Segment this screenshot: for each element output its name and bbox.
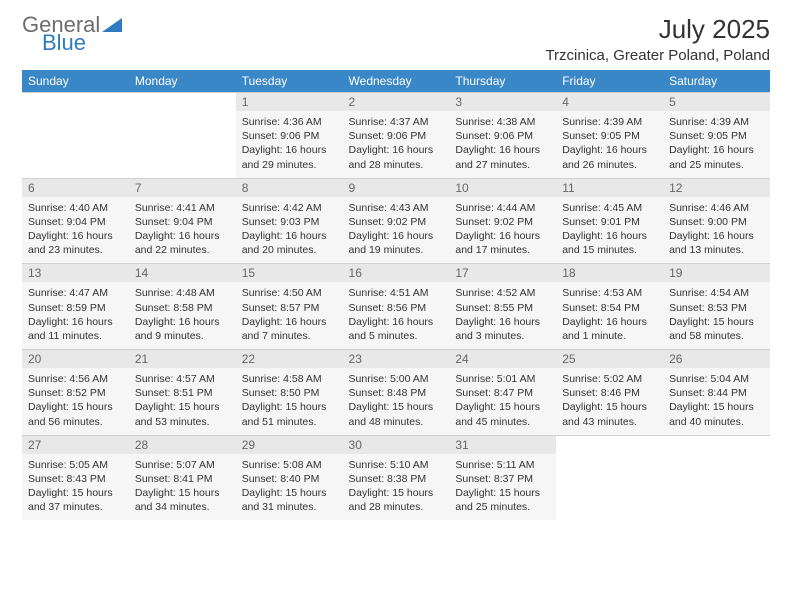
day-content-cell (556, 454, 663, 521)
day-content-cell (22, 111, 129, 178)
day-number-cell: 31 (449, 435, 556, 454)
weekday-header-row: SundayMondayTuesdayWednesdayThursdayFrid… (22, 70, 770, 93)
day-content-row: Sunrise: 4:47 AMSunset: 8:59 PMDaylight:… (22, 282, 770, 349)
day-content-cell: Sunrise: 5:00 AMSunset: 8:48 PMDaylight:… (343, 368, 450, 435)
day-content-cell: Sunrise: 4:43 AMSunset: 9:02 PMDaylight:… (343, 197, 450, 264)
day-content-row: Sunrise: 4:36 AMSunset: 9:06 PMDaylight:… (22, 111, 770, 178)
day-number-cell: 27 (22, 435, 129, 454)
day-number-cell: 4 (556, 93, 663, 112)
day-number-row: 6789101112 (22, 178, 770, 197)
day-number-cell: 12 (663, 178, 770, 197)
day-number-cell: 22 (236, 350, 343, 369)
title-block: July 2025 Trzcinica, Greater Poland, Pol… (545, 14, 770, 64)
day-content-cell: Sunrise: 4:39 AMSunset: 9:05 PMDaylight:… (556, 111, 663, 178)
day-number-cell: 23 (343, 350, 450, 369)
day-number-cell: 19 (663, 264, 770, 283)
day-number-cell: 29 (236, 435, 343, 454)
day-content-cell: Sunrise: 4:51 AMSunset: 8:56 PMDaylight:… (343, 282, 450, 349)
day-content-cell: Sunrise: 4:54 AMSunset: 8:53 PMDaylight:… (663, 282, 770, 349)
day-number-cell: 15 (236, 264, 343, 283)
day-content-cell: Sunrise: 4:52 AMSunset: 8:55 PMDaylight:… (449, 282, 556, 349)
day-content-cell: Sunrise: 4:45 AMSunset: 9:01 PMDaylight:… (556, 197, 663, 264)
day-content-row: Sunrise: 4:40 AMSunset: 9:04 PMDaylight:… (22, 197, 770, 264)
day-number-cell: 9 (343, 178, 450, 197)
day-content-cell: Sunrise: 5:04 AMSunset: 8:44 PMDaylight:… (663, 368, 770, 435)
day-number-cell: 21 (129, 350, 236, 369)
day-number-cell: 6 (22, 178, 129, 197)
day-number-cell (663, 435, 770, 454)
page-root: General Blue July 2025 Trzcinica, Greate… (0, 0, 792, 530)
day-number-cell: 14 (129, 264, 236, 283)
day-content-cell: Sunrise: 4:42 AMSunset: 9:03 PMDaylight:… (236, 197, 343, 264)
day-content-cell: Sunrise: 5:01 AMSunset: 8:47 PMDaylight:… (449, 368, 556, 435)
day-content-cell (129, 111, 236, 178)
day-number-row: 2728293031 (22, 435, 770, 454)
day-number-cell: 10 (449, 178, 556, 197)
day-content-cell: Sunrise: 4:38 AMSunset: 9:06 PMDaylight:… (449, 111, 556, 178)
day-content-cell: Sunrise: 4:39 AMSunset: 9:05 PMDaylight:… (663, 111, 770, 178)
day-number-cell (556, 435, 663, 454)
day-number-cell: 28 (129, 435, 236, 454)
day-content-cell: Sunrise: 5:07 AMSunset: 8:41 PMDaylight:… (129, 454, 236, 521)
header-row: General Blue July 2025 Trzcinica, Greate… (22, 14, 770, 64)
day-number-cell: 25 (556, 350, 663, 369)
day-number-cell: 8 (236, 178, 343, 197)
day-content-cell: Sunrise: 4:57 AMSunset: 8:51 PMDaylight:… (129, 368, 236, 435)
day-content-cell: Sunrise: 4:36 AMSunset: 9:06 PMDaylight:… (236, 111, 343, 178)
weekday-header: Sunday (22, 70, 129, 93)
day-number-cell: 24 (449, 350, 556, 369)
day-number-row: 12345 (22, 93, 770, 112)
day-content-cell: Sunrise: 4:46 AMSunset: 9:00 PMDaylight:… (663, 197, 770, 264)
day-number-row: 13141516171819 (22, 264, 770, 283)
day-number-cell: 3 (449, 93, 556, 112)
day-content-cell: Sunrise: 5:10 AMSunset: 8:38 PMDaylight:… (343, 454, 450, 521)
day-content-cell: Sunrise: 4:40 AMSunset: 9:04 PMDaylight:… (22, 197, 129, 264)
weekday-header: Saturday (663, 70, 770, 93)
day-number-cell: 2 (343, 93, 450, 112)
day-content-cell: Sunrise: 4:41 AMSunset: 9:04 PMDaylight:… (129, 197, 236, 264)
day-content-cell: Sunrise: 4:37 AMSunset: 9:06 PMDaylight:… (343, 111, 450, 178)
weekday-header: Friday (556, 70, 663, 93)
day-content-cell: Sunrise: 4:53 AMSunset: 8:54 PMDaylight:… (556, 282, 663, 349)
day-content-cell (663, 454, 770, 521)
day-content-cell: Sunrise: 5:05 AMSunset: 8:43 PMDaylight:… (22, 454, 129, 521)
day-number-cell: 5 (663, 93, 770, 112)
day-content-cell: Sunrise: 4:50 AMSunset: 8:57 PMDaylight:… (236, 282, 343, 349)
weekday-header: Wednesday (343, 70, 450, 93)
day-number-cell: 7 (129, 178, 236, 197)
day-number-row: 20212223242526 (22, 350, 770, 369)
day-number-cell: 20 (22, 350, 129, 369)
day-number-cell (129, 93, 236, 112)
weekday-header: Tuesday (236, 70, 343, 93)
day-content-row: Sunrise: 4:56 AMSunset: 8:52 PMDaylight:… (22, 368, 770, 435)
brand-text-2: Blue (42, 32, 122, 54)
day-content-cell: Sunrise: 4:56 AMSunset: 8:52 PMDaylight:… (22, 368, 129, 435)
day-content-cell: Sunrise: 4:47 AMSunset: 8:59 PMDaylight:… (22, 282, 129, 349)
weekday-header: Thursday (449, 70, 556, 93)
location-subtitle: Trzcinica, Greater Poland, Poland (545, 47, 770, 64)
day-number-cell: 18 (556, 264, 663, 283)
day-number-cell: 17 (449, 264, 556, 283)
day-number-cell: 13 (22, 264, 129, 283)
day-content-cell: Sunrise: 5:08 AMSunset: 8:40 PMDaylight:… (236, 454, 343, 521)
day-content-cell: Sunrise: 5:11 AMSunset: 8:37 PMDaylight:… (449, 454, 556, 521)
day-number-cell: 26 (663, 350, 770, 369)
day-content-cell: Sunrise: 4:48 AMSunset: 8:58 PMDaylight:… (129, 282, 236, 349)
calendar-table: SundayMondayTuesdayWednesdayThursdayFrid… (22, 70, 770, 520)
weekday-header: Monday (129, 70, 236, 93)
day-number-cell: 16 (343, 264, 450, 283)
day-number-cell: 11 (556, 178, 663, 197)
calendar-body: 12345 Sunrise: 4:36 AMSunset: 9:06 PMDay… (22, 93, 770, 521)
day-number-cell (22, 93, 129, 112)
day-content-cell: Sunrise: 4:58 AMSunset: 8:50 PMDaylight:… (236, 368, 343, 435)
day-number-cell: 30 (343, 435, 450, 454)
day-number-cell: 1 (236, 93, 343, 112)
brand-logo: General Blue (22, 14, 122, 54)
day-content-row: Sunrise: 5:05 AMSunset: 8:43 PMDaylight:… (22, 454, 770, 521)
month-title: July 2025 (545, 14, 770, 45)
day-content-cell: Sunrise: 4:44 AMSunset: 9:02 PMDaylight:… (449, 197, 556, 264)
day-content-cell: Sunrise: 5:02 AMSunset: 8:46 PMDaylight:… (556, 368, 663, 435)
